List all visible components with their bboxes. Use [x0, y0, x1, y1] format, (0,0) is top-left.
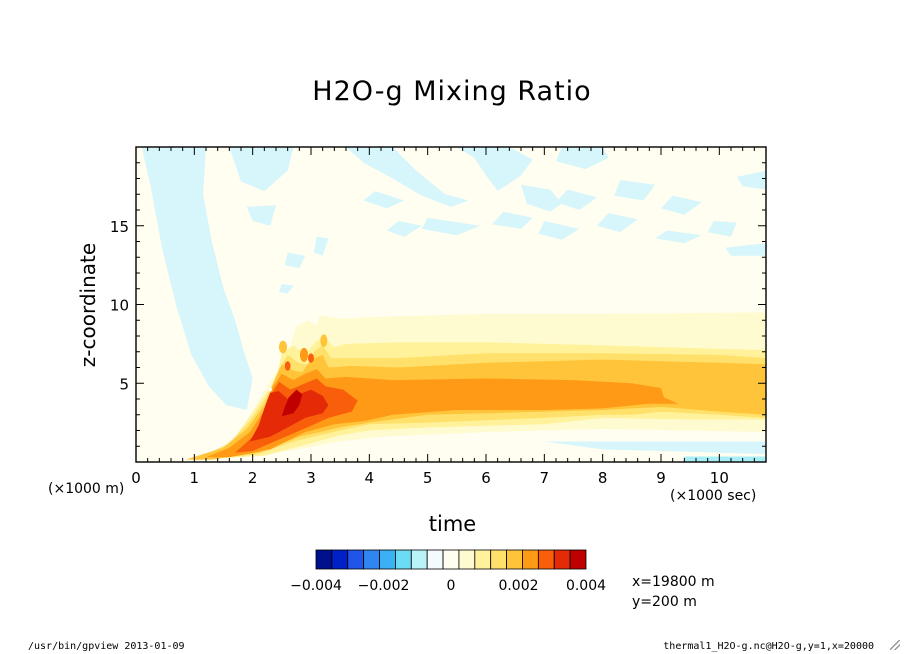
footer-left: /usr/bin/gpview 2013-01-09	[28, 641, 185, 652]
field-negative-18	[661, 195, 702, 215]
field-negative-9	[386, 221, 422, 237]
field-negative-20	[707, 221, 737, 237]
colorbar-tick-label: −0.004	[290, 578, 342, 594]
colorbar-tick-label: −0.002	[358, 578, 410, 594]
field-negative-21	[736, 170, 766, 190]
colorbar-swatch-5	[395, 549, 412, 570]
field-negative-14	[556, 147, 609, 170]
plume-point	[268, 387, 272, 392]
y-axis-label: z-coordinate	[76, 242, 100, 368]
colorbar-swatch-9	[458, 549, 476, 570]
x-tick-label: 3	[306, 469, 316, 487]
x-tick-label: 6	[481, 469, 491, 487]
field-negative-1	[229, 147, 294, 192]
field-negative-22	[725, 243, 766, 256]
field-negative-edge	[684, 456, 766, 462]
field-negative-24	[544, 441, 766, 455]
field-negative-15	[556, 189, 597, 210]
colorbar-swatch-7	[426, 549, 444, 570]
field-negative-4	[313, 236, 329, 256]
plume-tip-3	[284, 361, 291, 371]
x-unit-label: (×1000 sec)	[670, 488, 757, 504]
plume-tip-4	[308, 353, 314, 363]
colorbar-swatch-4	[379, 549, 396, 570]
chart-title: H2O-g Mixing Ratio	[312, 76, 592, 107]
colorbar-swatch-1	[331, 549, 349, 570]
colorbar-swatch-10	[474, 549, 492, 570]
y-tick-label: 10	[110, 297, 129, 315]
field-negative-10	[456, 147, 533, 192]
info-x: x=19800 m	[632, 574, 715, 590]
colorbar-swatch-16	[569, 549, 587, 570]
field-negative-8	[421, 217, 481, 236]
y-unit-label: (×1000 m)	[48, 481, 125, 497]
plume-tip-2	[320, 334, 328, 348]
field-negative-16	[614, 180, 656, 201]
x-tick-label: 9	[656, 469, 666, 487]
colorbar-swatch-13	[522, 549, 539, 570]
colorbar-swatch-12	[506, 549, 523, 570]
x-axis-label: time	[428, 512, 477, 536]
plume-tip-0	[278, 340, 288, 354]
field-negative-13	[538, 221, 580, 240]
colorbar-tick-label: 0	[447, 578, 456, 594]
field-negative-12	[491, 211, 533, 229]
info-y: y=200 m	[632, 594, 697, 610]
colorbar-swatch-3	[363, 549, 380, 570]
field-negative-6	[346, 147, 469, 207]
plume-tip-1	[299, 347, 309, 362]
colorbar-swatch-14	[537, 549, 555, 570]
x-tick-label: 4	[365, 469, 375, 487]
x-tick-label: 0	[131, 469, 141, 487]
colorbar-tick-label: 0.004	[566, 578, 606, 594]
colorbar-swatch-11	[490, 549, 507, 570]
field-negative-11	[521, 184, 562, 212]
colorbar-swatch-15	[553, 549, 571, 570]
field-level-9	[281, 389, 303, 417]
field-level-8	[249, 389, 329, 442]
x-tick-label: 2	[248, 469, 258, 487]
colorbar-swatch-2	[347, 549, 365, 570]
colorbar-tick-label: 0.002	[498, 578, 538, 594]
resize-grip-icon[interactable]	[890, 640, 900, 650]
x-tick-label: 8	[598, 469, 608, 487]
field-negative-5	[278, 284, 294, 294]
field-negative-2	[246, 205, 276, 226]
x-tick-label: 7	[540, 469, 550, 487]
field-negative-19	[655, 230, 702, 244]
colorbar-swatch-8	[442, 549, 460, 570]
field-negative-3	[284, 252, 306, 269]
x-tick-label: 10	[710, 469, 729, 487]
x-tick-label: 1	[190, 469, 200, 487]
colorbar-swatch-6	[410, 549, 428, 570]
y-tick-label: 15	[110, 218, 129, 236]
field-negative-7	[363, 191, 405, 209]
field-negative-0	[141, 147, 253, 410]
x-tick-label: 5	[423, 469, 433, 487]
colorbar-swatch-0	[315, 549, 333, 570]
footer-right: thermal1_H2O-g.nc@H2O-g,y=1,x=20000	[663, 641, 874, 652]
y-tick-label: 5	[119, 375, 129, 393]
field-negative-17	[596, 213, 638, 233]
